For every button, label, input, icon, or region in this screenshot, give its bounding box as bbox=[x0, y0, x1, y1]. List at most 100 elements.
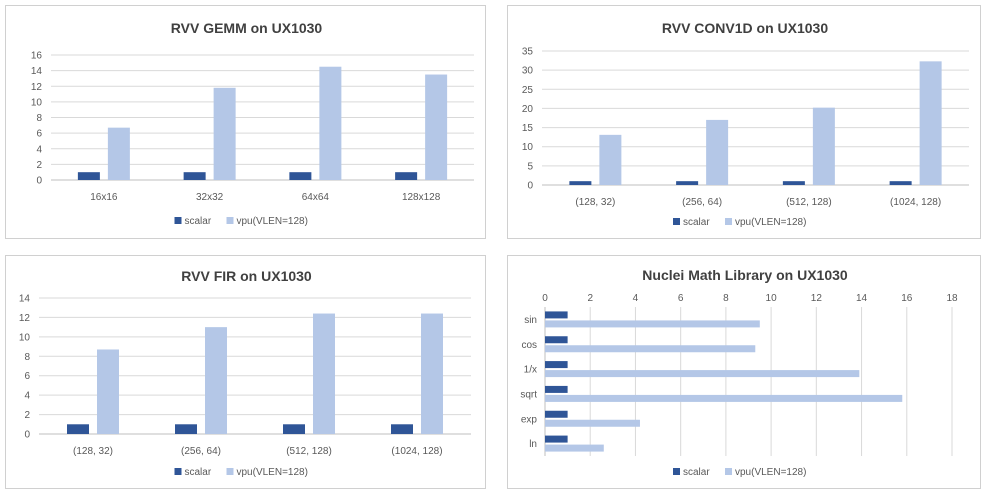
gemm-y-tick-label: 2 bbox=[36, 160, 42, 171]
math-legend-label-scalar: scalar bbox=[683, 467, 710, 478]
math-legend-swatch-vpu bbox=[725, 468, 732, 475]
fir-legend-label-scalar: scalar bbox=[185, 467, 212, 478]
fir-y-tick-label: 4 bbox=[24, 391, 30, 402]
math-bar-vpu bbox=[545, 345, 756, 353]
math-x-tick-label: 10 bbox=[766, 293, 778, 304]
fir-legend-label-vpu: vpu(VLEN=128) bbox=[237, 467, 308, 478]
gemm-y-tick-label: 16 bbox=[31, 51, 43, 62]
gemm-bar-vpu bbox=[319, 66, 342, 180]
conv1d-chart: RVV CONV1D on UX1030 0 5 10 15 20 25 30 35 (128, … bbox=[522, 20, 969, 228]
gemm-y-tick-label: 4 bbox=[36, 144, 42, 155]
math-x-tick-label: 6 bbox=[678, 293, 684, 304]
conv1d-x-tick-label: (512, 128) bbox=[786, 197, 832, 208]
math-bar-scalar bbox=[545, 336, 568, 344]
conv1d-legend-label-scalar: scalar bbox=[683, 217, 710, 228]
fir-legend-swatch-vpu bbox=[226, 468, 234, 475]
fir-chart-title: RVV FIR on UX1030 bbox=[181, 268, 312, 284]
conv1d-bar-vpu bbox=[706, 119, 729, 185]
math-bar-scalar bbox=[545, 311, 568, 319]
gemm-chart-title: RVV GEMM on UX1030 bbox=[171, 20, 323, 36]
conv1d-y-tick-label: 30 bbox=[522, 66, 534, 77]
math-x-tick-label: 16 bbox=[901, 293, 913, 304]
fir-bar-scalar bbox=[283, 424, 305, 434]
gemm-y-tick-label: 0 bbox=[36, 176, 42, 187]
gemm-bar-vpu bbox=[425, 74, 448, 180]
math-y-tick-label: sqrt bbox=[520, 389, 537, 400]
conv1d-bar-scalar bbox=[782, 181, 805, 185]
gemm-bar-scalar bbox=[183, 172, 206, 180]
math-y-tick-label: ln bbox=[529, 439, 537, 450]
math-x-tick-label: 4 bbox=[633, 293, 639, 304]
math-bar-vpu bbox=[545, 444, 604, 452]
math-y-tick-label: cos bbox=[521, 340, 537, 351]
math-y-tick-label: exp bbox=[521, 414, 538, 425]
gemm-bar-vpu bbox=[107, 127, 130, 180]
fir-x-tick-label: (128, 32) bbox=[73, 446, 113, 457]
fir-chart: RVV FIR on UX1030 0 2 4 6 8 10 12 14 (128, 32) (25… bbox=[19, 268, 471, 478]
conv1d-y-tick-label: 10 bbox=[522, 142, 534, 153]
conv1d-bar-scalar bbox=[569, 181, 592, 185]
gemm-y-tick-label: 12 bbox=[31, 82, 43, 93]
math-bar-scalar bbox=[545, 385, 568, 393]
conv1d-chart-title: RVV CONV1D on UX1030 bbox=[662, 20, 828, 36]
conv1d-bar-scalar bbox=[676, 181, 699, 185]
fir-x-tick-label: (512, 128) bbox=[286, 446, 332, 457]
conv1d-legend-label-vpu: vpu(VLEN=128) bbox=[735, 217, 806, 228]
gemm-bar-scalar bbox=[77, 172, 100, 180]
math-bar-scalar bbox=[545, 435, 568, 443]
fir-x-tick-label: (1024, 128) bbox=[391, 446, 442, 457]
conv1d-bar-vpu bbox=[599, 134, 622, 185]
gemm-y-tick-label: 14 bbox=[31, 66, 43, 77]
math-chart: Nuclei Math Library on UX1030 0 2 4 6 8 10 12 14… bbox=[520, 267, 958, 478]
math-bar-vpu bbox=[545, 320, 760, 328]
gemm-x-tick-label: 16x16 bbox=[90, 192, 118, 203]
math-y-tick-label: 1/x bbox=[524, 365, 537, 376]
gemm-bar-scalar bbox=[395, 172, 418, 180]
math-bar-vpu bbox=[545, 370, 860, 378]
conv1d-y-tick-label: 0 bbox=[527, 181, 533, 192]
gemm-chart: RVV GEMM on UX1030 0 2 4 6 8 10 12 14 16 16x16 32x3… bbox=[31, 20, 474, 227]
fir-y-tick-label: 14 bbox=[19, 294, 31, 305]
math-legend-label-vpu: vpu(VLEN=128) bbox=[735, 467, 806, 478]
math-bar-vpu bbox=[545, 419, 640, 427]
conv1d-y-tick-label: 35 bbox=[522, 47, 534, 58]
fir-bar-scalar bbox=[175, 424, 197, 434]
fir-y-tick-label: 6 bbox=[24, 371, 30, 382]
fir-bar-vpu bbox=[421, 313, 443, 434]
fir-chart-panel: RVV FIR on UX1030 0 2 4 6 8 10 12 14 (128, 32) (25… bbox=[5, 255, 486, 489]
conv1d-bar-scalar bbox=[889, 181, 912, 185]
gemm-legend-swatch-scalar bbox=[174, 217, 182, 224]
fir-bar-vpu bbox=[205, 327, 227, 434]
fir-bar-scalar bbox=[391, 424, 413, 434]
fir-y-tick-label: 0 bbox=[24, 430, 30, 441]
gemm-x-tick-label: 128x128 bbox=[402, 192, 441, 203]
fir-y-tick-label: 12 bbox=[19, 313, 31, 324]
conv1d-bar-vpu bbox=[919, 61, 942, 185]
math-y-tick-label: sin bbox=[524, 315, 537, 326]
conv1d-y-tick-label: 5 bbox=[527, 161, 533, 172]
fir-bar-scalar bbox=[67, 424, 89, 434]
conv1d-chart-panel: RVV CONV1D on UX1030 0 5 10 15 20 25 30 35 (128, … bbox=[507, 5, 981, 239]
math-x-tick-label: 8 bbox=[723, 293, 729, 304]
conv1d-y-tick-label: 20 bbox=[522, 104, 534, 115]
conv1d-x-tick-label: (1024, 128) bbox=[890, 197, 941, 208]
conv1d-legend-swatch-vpu bbox=[725, 218, 732, 225]
gemm-x-tick-label: 64x64 bbox=[302, 192, 330, 203]
math-chart-title: Nuclei Math Library on UX1030 bbox=[642, 267, 848, 283]
gemm-y-tick-label: 10 bbox=[31, 97, 43, 108]
math-x-tick-label: 12 bbox=[811, 293, 823, 304]
conv1d-y-tick-label: 15 bbox=[522, 123, 534, 134]
gemm-chart-panel: RVV GEMM on UX1030 0 2 4 6 8 10 12 14 16 16x16 32x3… bbox=[5, 5, 486, 239]
gemm-legend-label-vpu: vpu(VLEN=128) bbox=[237, 216, 308, 227]
math-bar-scalar bbox=[545, 361, 568, 369]
math-x-tick-label: 0 bbox=[542, 293, 548, 304]
gemm-x-tick-label: 32x32 bbox=[196, 192, 224, 203]
gemm-legend-label-scalar: scalar bbox=[185, 216, 212, 227]
fir-bar-vpu bbox=[97, 349, 119, 434]
fir-x-tick-label: (256, 64) bbox=[181, 446, 221, 457]
math-x-tick-label: 18 bbox=[946, 293, 958, 304]
gemm-y-tick-label: 6 bbox=[36, 129, 42, 140]
conv1d-y-tick-label: 25 bbox=[522, 85, 534, 96]
math-x-tick-label: 2 bbox=[587, 293, 593, 304]
math-legend-swatch-scalar bbox=[673, 468, 680, 475]
